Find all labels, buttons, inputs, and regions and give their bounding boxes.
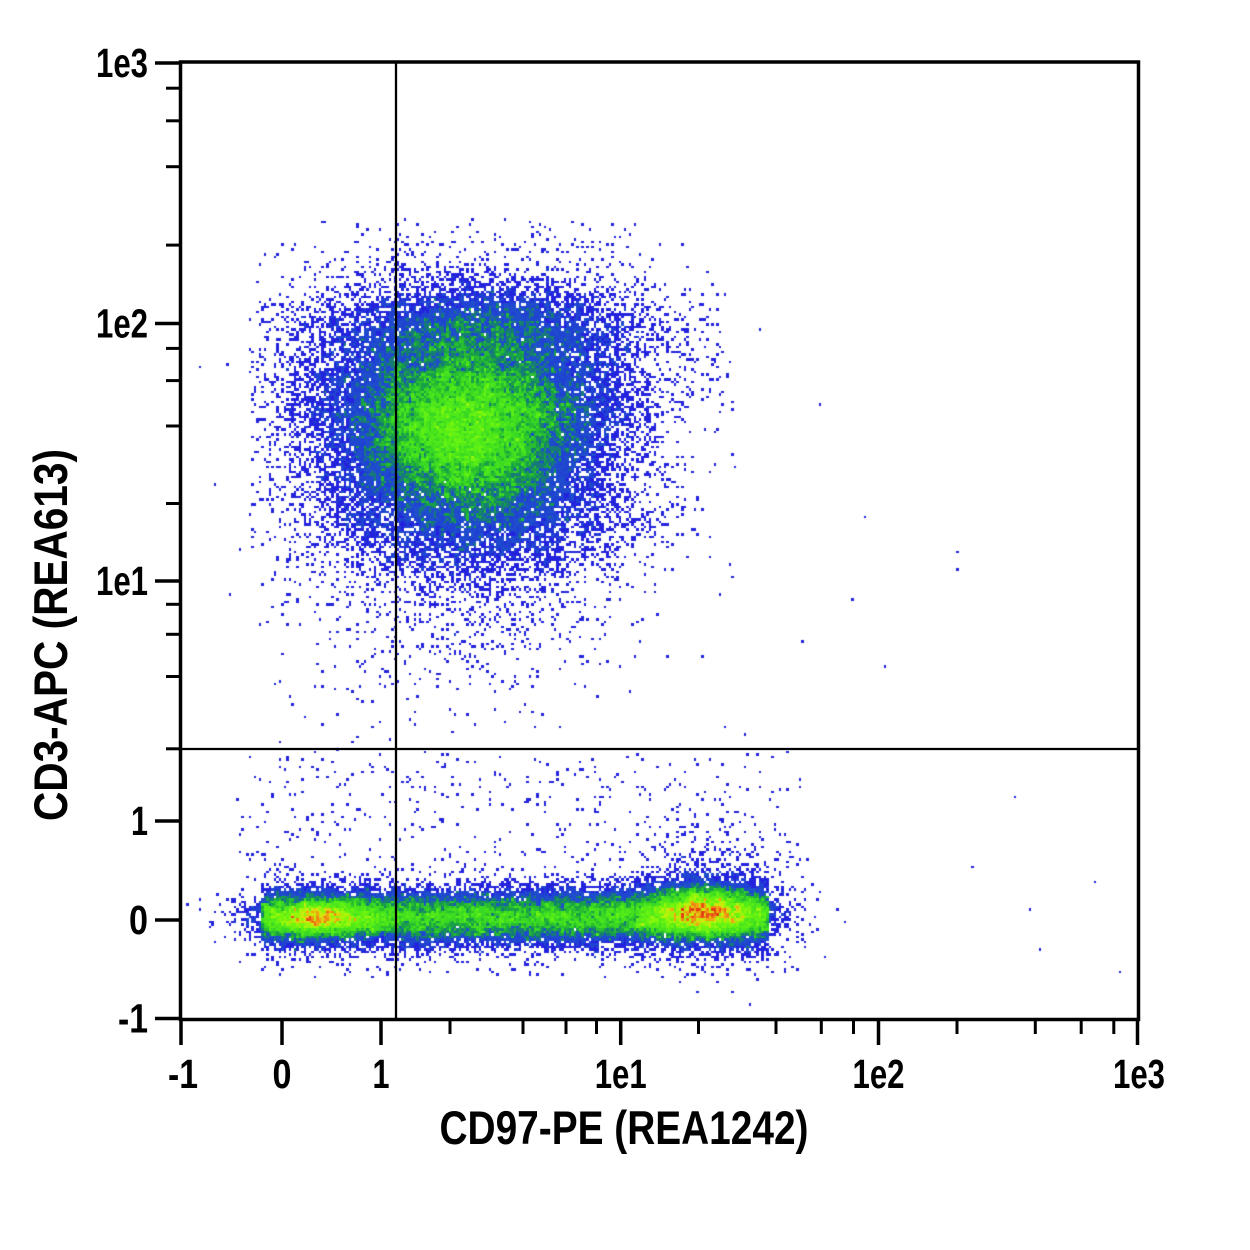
svg-text:CD97-PE (REA1242): CD97-PE (REA1242) <box>440 1101 809 1154</box>
svg-text:1e3: 1e3 <box>1113 1051 1165 1097</box>
svg-text:1: 1 <box>373 1051 390 1097</box>
svg-text:1e3: 1e3 <box>96 40 148 86</box>
svg-text:1e1: 1e1 <box>96 558 148 604</box>
svg-text:1e2: 1e2 <box>96 301 148 347</box>
svg-text:1e1: 1e1 <box>595 1051 647 1097</box>
svg-text:1: 1 <box>131 798 148 844</box>
svg-text:0: 0 <box>129 897 148 943</box>
svg-text:1e2: 1e2 <box>853 1051 905 1097</box>
svg-text:CD3-APC (REA613): CD3-APC (REA613) <box>24 449 77 821</box>
svg-text:0: 0 <box>273 1051 292 1097</box>
svg-text:-1: -1 <box>118 996 148 1042</box>
svg-text:-1: -1 <box>168 1051 198 1097</box>
